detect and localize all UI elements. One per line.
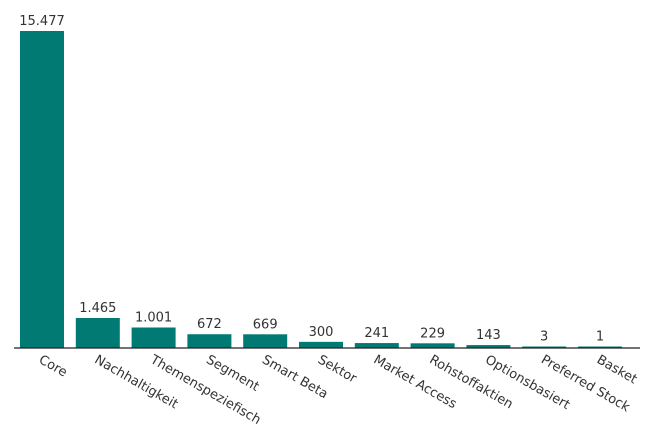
value-label-3: 672	[197, 317, 222, 332]
bar-6	[354, 343, 399, 348]
bar-10	[578, 346, 622, 348]
value-label-5: 300	[309, 325, 334, 340]
bar-2	[131, 327, 176, 348]
value-label-6: 241	[364, 326, 389, 341]
value-label-7: 229	[420, 326, 445, 341]
category-label-5: Sektor	[315, 352, 360, 386]
value-label-1: 1.465	[79, 301, 116, 316]
value-label-4: 669	[253, 317, 278, 332]
bar-1	[75, 317, 120, 348]
bar-8	[466, 345, 511, 348]
bar-7	[410, 343, 455, 348]
value-label-2: 1.001	[135, 310, 172, 325]
bar-9	[522, 346, 567, 348]
value-label-8: 143	[476, 328, 501, 343]
bar-0	[20, 31, 64, 348]
bar-4	[243, 334, 288, 348]
bars-group	[20, 31, 622, 348]
value-label-10: 1	[596, 330, 604, 345]
value-label-0: 15.477	[19, 14, 65, 29]
value-label-9: 3	[540, 330, 548, 345]
category-label-10: Basket	[594, 352, 639, 387]
category-label-0: Core	[36, 352, 70, 380]
value-labels-group: 15.477 1.465 1.001 672 669 300 241 229 143 3 1	[19, 14, 604, 345]
bar-5	[299, 341, 343, 348]
bar-3	[187, 334, 232, 348]
category-labels-group: Core NachhaltigkeitThemenspeziefischSegme…	[36, 352, 639, 428]
